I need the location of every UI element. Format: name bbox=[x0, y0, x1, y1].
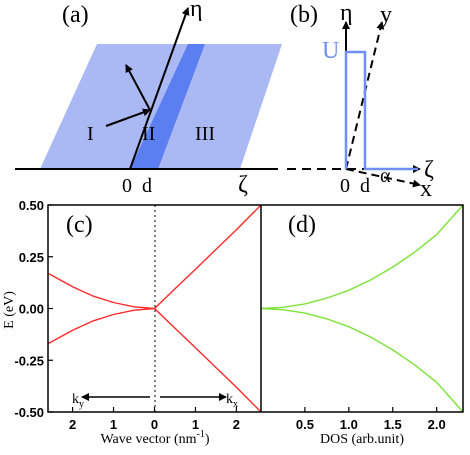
series-line-upper bbox=[260, 204, 464, 310]
barrier-strip bbox=[130, 44, 205, 169]
zeta-axis-label: ζ bbox=[238, 172, 248, 198]
potential-profile bbox=[344, 50, 418, 171]
x-axis-label-d: DOS (arb.unit) bbox=[320, 432, 404, 447]
panel-c-label: (c) bbox=[66, 212, 93, 238]
series-line-lower bbox=[47, 307, 262, 413]
chart-c: 2 1 0 1 2 -0.50 -0.25 0.00 0.25 0.50 bbox=[14, 198, 262, 432]
eta-axis-label: η bbox=[190, 0, 203, 22]
x-axis-label-c-sup: -1 bbox=[197, 429, 205, 440]
y-axis-label-c: E (eV) bbox=[2, 291, 17, 329]
angle-label: α bbox=[380, 165, 391, 187]
x-tick-label: 0.5 bbox=[296, 417, 314, 432]
region-label-1: I bbox=[87, 123, 94, 145]
x-tick-label: 0 bbox=[151, 417, 158, 432]
x-tick-label: 1.0 bbox=[340, 417, 358, 432]
region-label-3: III bbox=[195, 123, 215, 145]
x-axis-label-c-end: ) bbox=[205, 432, 210, 447]
ky-label-main: k bbox=[72, 392, 79, 407]
kx-label: kx bbox=[226, 392, 238, 410]
ky-label-sub: y bbox=[79, 399, 84, 410]
y-axis-label: y bbox=[380, 2, 392, 28]
panel-a-label: (a) bbox=[62, 2, 89, 28]
series-line-lower bbox=[260, 307, 464, 413]
x-tick-label: 1 bbox=[192, 417, 199, 432]
zeta-axis-label-b: ζ bbox=[424, 157, 434, 183]
kx-label-main: k bbox=[226, 392, 233, 407]
incident-arrow bbox=[105, 108, 151, 127]
y-tick-label: 0.00 bbox=[19, 302, 44, 317]
x-axis-label-c-main: Wave vector (nm bbox=[100, 432, 196, 447]
y-tick-label: -0.25 bbox=[14, 353, 44, 368]
reflected-arrow bbox=[125, 64, 151, 111]
chart-d: 0.5 1.0 1.5 2.0 bbox=[260, 204, 464, 432]
x-tick-label: 1.5 bbox=[384, 417, 402, 432]
panel-b: (b) η y U ζ x α 0 d bbox=[287, 0, 434, 202]
x-axis-label: x bbox=[420, 176, 432, 202]
x-tick-label: 2 bbox=[69, 417, 76, 432]
ky-label: ky bbox=[72, 392, 84, 410]
tick-0-b: 0 bbox=[340, 175, 350, 197]
y-tick-label: -0.50 bbox=[14, 405, 44, 420]
x-tick-label: 2 bbox=[233, 417, 240, 432]
panel-b-label: (b) bbox=[290, 2, 318, 28]
tick-d-a: d bbox=[142, 175, 152, 197]
y-tick-label: 0.25 bbox=[19, 250, 44, 265]
x-tick-label: 1 bbox=[110, 417, 117, 432]
tick-0-a: 0 bbox=[122, 175, 132, 197]
eta-axis-line bbox=[129, 7, 190, 170]
panel-d-label: (d) bbox=[288, 212, 316, 238]
kx-label-sub: x bbox=[233, 399, 238, 410]
panel-a: (a) I II III η ζ 0 d bbox=[15, 0, 282, 198]
y-tick-label: 0.50 bbox=[19, 198, 44, 213]
tick-d-b: d bbox=[360, 175, 370, 197]
plot-frame bbox=[47, 204, 464, 413]
eta-axis-label-b: η bbox=[340, 0, 353, 26]
region-label-2: II bbox=[142, 123, 155, 145]
x-axis-label-c: Wave vector (nm-1) bbox=[100, 429, 209, 447]
x-tick-label: 2.0 bbox=[428, 417, 446, 432]
potential-label: U bbox=[322, 38, 339, 64]
